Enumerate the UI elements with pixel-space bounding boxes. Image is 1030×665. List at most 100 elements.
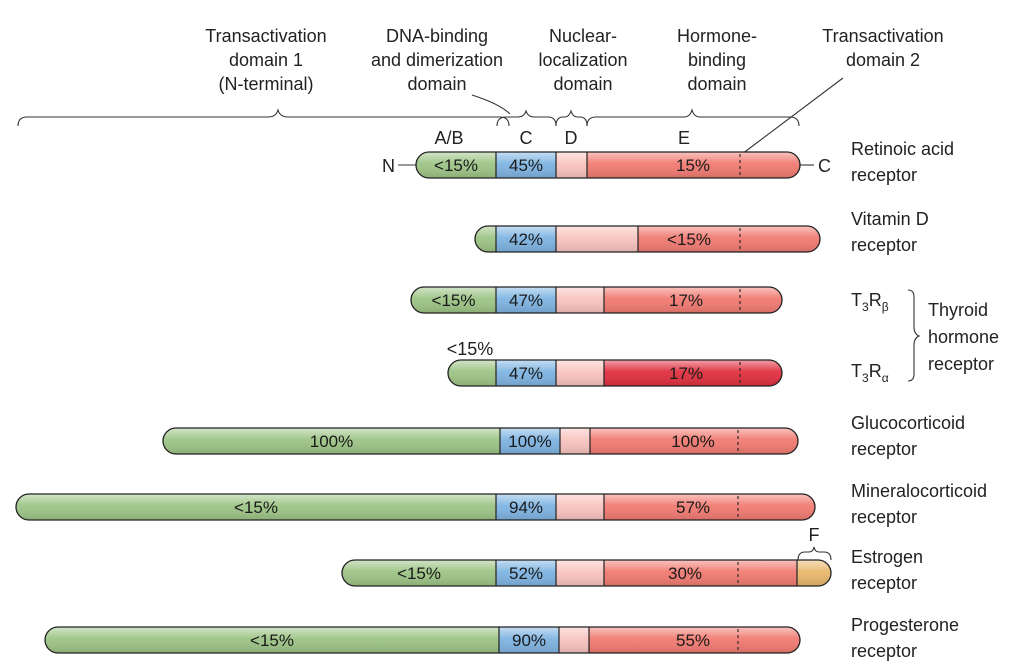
gluco-bar: 100% 100% 100%: [162, 427, 799, 455]
retinoic-name-line1: Retinoic acid: [851, 139, 954, 159]
domain-heading-td2: Transactivation domain 2: [822, 26, 943, 70]
nls-line2: localization: [538, 50, 627, 70]
estrogen-c-value: 52%: [509, 564, 543, 583]
hbd-line2: binding: [688, 50, 746, 70]
receptor-name-glucocorticoid: Glucocorticoid receptor: [851, 413, 965, 459]
progesterone-e-value: 55%: [676, 631, 710, 650]
td1-line1: Transactivation: [205, 26, 326, 46]
progesterone-name-line2: receptor: [851, 641, 917, 661]
c-terminus-label: C: [818, 156, 831, 176]
t3ra-t: T: [851, 361, 862, 381]
progesterone-name-line1: Progesterone: [851, 615, 959, 635]
t3rb-bar: <15% 47% 17%: [410, 286, 783, 314]
gluco-name-line2: receptor: [851, 439, 917, 459]
mineralo-name-line1: Mineralocorticoid: [851, 481, 987, 501]
vitd-e-value: <15%: [667, 230, 711, 249]
mineralo-bar: <15% 94% 57%: [15, 493, 816, 521]
nls-line3: domain: [553, 74, 612, 94]
vitd-bar: 42% <15%: [474, 225, 821, 253]
td1-line2: domain 1: [229, 50, 303, 70]
domain-heading-dbd: DNA-binding and dimerization domain: [371, 26, 503, 94]
t3rb-name: T3Rβ: [851, 290, 889, 314]
brace-hbd: [586, 108, 800, 127]
estrogen-name-line2: receptor: [851, 573, 917, 593]
receptor-bars: <15% 45% 15%42% <15%<15% 47% 17%47% 17%100% 100…: [15, 151, 832, 654]
t3rb-ab-value: <15%: [432, 291, 476, 310]
t3ra-bar: 47% 17%: [447, 359, 783, 387]
brace-nls: [555, 109, 588, 127]
td1-line3: (N-terminal): [218, 74, 313, 94]
retinoic-c-value: 45%: [509, 156, 543, 175]
brace-td1: [17, 108, 510, 127]
dbd-line1: DNA-binding: [386, 26, 488, 46]
mineralo-c-value: 94%: [509, 498, 543, 517]
td2-line1: Transactivation: [822, 26, 943, 46]
gluco-e-value: 100%: [671, 432, 714, 451]
hbd-line3: domain: [687, 74, 746, 94]
thyroid-brace: [907, 289, 921, 382]
t3rb-t: T: [851, 290, 862, 310]
estrogen-bar: <15% 52% 30%: [341, 559, 832, 587]
region-e-label: E: [678, 128, 690, 148]
t3rb-sub3: 3: [862, 300, 869, 314]
td2-pointer-line: [741, 77, 844, 155]
thyroid-line3: receptor: [928, 354, 994, 374]
gluco-c-value: 100%: [508, 432, 551, 451]
region-f-label: F: [809, 525, 820, 545]
retinoic-name-line2: receptor: [851, 165, 917, 185]
estrogen-e-value: 30%: [668, 564, 702, 583]
t3rb-e-value: 17%: [669, 291, 703, 310]
region-c-label: C: [520, 128, 533, 148]
thyroid-line1: Thyroid: [928, 300, 988, 320]
receptor-name-progesterone: Progesterone receptor: [851, 615, 959, 661]
t3rb-c-value: 47%: [509, 291, 543, 310]
vitd-name-line1: Vitamin D: [851, 209, 929, 229]
t3ra-ab-value: <15%: [447, 339, 494, 359]
gluco-ab-value: 100%: [310, 432, 353, 451]
brace-f: [797, 546, 832, 561]
receptor-name-vitd: Vitamin D receptor: [851, 209, 929, 255]
mineralo-ab-value: <15%: [234, 498, 278, 517]
domain-heading-td1: Transactivation domain 1 (N-terminal): [205, 26, 326, 94]
thyroid-group-label: Thyroid hormone receptor: [928, 300, 999, 374]
dbd-line2: and dimerization: [371, 50, 503, 70]
t3ra-r: R: [869, 361, 882, 381]
td2-line2: domain 2: [846, 50, 920, 70]
retinoic-bar: <15% 45% 15%: [415, 151, 801, 179]
dbd-line3: domain: [407, 74, 466, 94]
region-d-label: D: [565, 128, 578, 148]
mineralo-name-line2: receptor: [851, 507, 917, 527]
dbd-pointer-line: [471, 94, 511, 115]
estrogen-ab-value: <15%: [397, 564, 441, 583]
t3ra-sub3: 3: [862, 371, 869, 385]
n-terminus-label: N: [382, 156, 395, 176]
receptor-name-retinoic: Retinoic acid receptor: [851, 139, 954, 185]
region-ab-label: A/B: [434, 128, 463, 148]
vitd-name-line2: receptor: [851, 235, 917, 255]
domain-braces: [17, 108, 800, 127]
domain-heading-nls: Nuclear- localization domain: [538, 26, 627, 94]
domain-heading-hbd: Hormone- binding domain: [677, 26, 757, 94]
progesterone-bar: <15% 90% 55%: [44, 626, 801, 654]
progesterone-c-value: 90%: [512, 631, 546, 650]
t3ra-e-value: 17%: [669, 364, 703, 383]
t3rb-sub-beta: β: [882, 300, 889, 314]
mineralo-e-value: 57%: [676, 498, 710, 517]
t3rb-r: R: [869, 290, 882, 310]
retinoic-ab-value: <15%: [434, 156, 478, 175]
thyroid-line2: hormone: [928, 327, 999, 347]
vitd-c-value: 42%: [509, 230, 543, 249]
t3ra-name: T3Rα: [851, 361, 889, 385]
estrogen-name-line1: Estrogen: [851, 547, 923, 567]
receptor-name-mineralocorticoid: Mineralocorticoid receptor: [851, 481, 987, 527]
t3ra-sub-alpha: α: [882, 371, 889, 385]
retinoic-e-value: 15%: [676, 156, 710, 175]
brace-dbd: [496, 109, 557, 127]
nls-line1: Nuclear-: [549, 26, 617, 46]
progesterone-ab-value: <15%: [250, 631, 294, 650]
hbd-line1: Hormone-: [677, 26, 757, 46]
t3ra-c-value: 47%: [509, 364, 543, 383]
receptor-name-estrogen: Estrogen receptor: [851, 547, 923, 593]
